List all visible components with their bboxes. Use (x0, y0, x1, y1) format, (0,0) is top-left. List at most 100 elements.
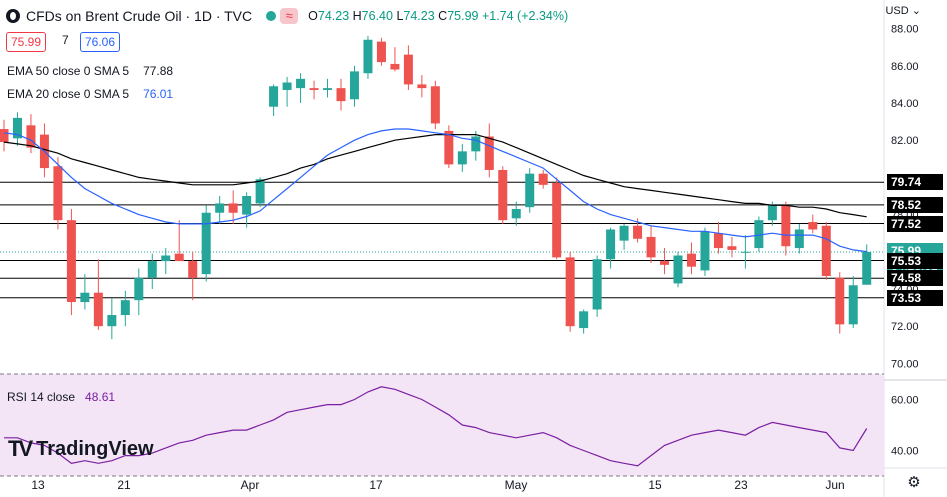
level-price-tag: 75.53 (887, 252, 943, 269)
candle-body (242, 196, 252, 215)
time-tick-label: Jun (825, 478, 844, 492)
candle (417, 75, 427, 98)
candle-body (592, 259, 602, 310)
candle-body (215, 203, 225, 213)
chart-header: CFDs on Brent Crude Oil · 1D · TVC ≈ O74… (6, 6, 568, 26)
candle (430, 80, 440, 130)
candle (390, 47, 400, 72)
candle (673, 251, 683, 288)
candle-body (862, 251, 872, 285)
candle-body (376, 41, 386, 63)
candle (821, 222, 831, 280)
price-tick-label: 72.00 (891, 321, 919, 333)
candle-body (174, 253, 184, 262)
candle-body (848, 285, 858, 325)
candle-body (309, 88, 319, 90)
candle-body (484, 136, 494, 170)
candle-body (93, 292, 103, 327)
candle-body (80, 292, 90, 303)
candle-body (579, 311, 589, 329)
candle-body (646, 236, 656, 258)
ohlc-readout: O74.23 H76.40 L74.23 C75.99 +1.74 (+2.34… (308, 9, 569, 23)
rsi-legend[interactable]: RSI 14 close 48.61 (7, 390, 115, 404)
change-value: +1.74 (+2.34%) (481, 9, 569, 23)
candle (269, 84, 279, 117)
candle (835, 272, 845, 334)
gear-icon[interactable]: ⚙ (907, 474, 921, 491)
rsi-tick-label: 40.00 (891, 446, 919, 458)
candle (592, 255, 602, 317)
candle (646, 225, 656, 263)
candle (336, 78, 346, 111)
candle (323, 78, 333, 98)
candle-body (767, 205, 777, 221)
candle (12, 112, 22, 146)
candle (120, 290, 130, 327)
time-tick-label: Apr (241, 478, 260, 492)
candle (794, 223, 804, 254)
candle-body (120, 300, 130, 316)
candle-body (808, 222, 818, 230)
candle-body (619, 225, 629, 241)
rsi-band (0, 374, 884, 476)
candle-body (633, 225, 643, 239)
ema20-line (3, 128, 867, 253)
brent-symbol-icon (6, 9, 20, 23)
ema50-value: 77.88 (143, 64, 174, 78)
candle (147, 253, 157, 289)
wave-icon[interactable]: ≈ (280, 8, 299, 24)
candle (134, 268, 144, 316)
candle-body (713, 233, 723, 249)
candle-body (740, 251, 750, 253)
candle-body (700, 231, 710, 271)
candle (552, 177, 562, 260)
time-tick-label: 21 (117, 478, 131, 492)
candle (606, 227, 616, 269)
candle-body (781, 205, 791, 247)
time-tick-label: 17 (369, 478, 383, 492)
candle-body (565, 257, 575, 327)
candle (740, 235, 750, 269)
candle-body (525, 173, 535, 208)
candle (363, 36, 373, 79)
price-tick-label: 86.00 (891, 61, 919, 73)
candle (201, 205, 211, 282)
ema20-legend[interactable]: EMA 20 close 0 SMA 5 76.01 (7, 87, 173, 101)
currency-selector[interactable]: USD ⌄ (885, 5, 921, 17)
chart-title: CFDs on Brent Crude Oil · 1D · TVC (26, 8, 253, 24)
candle-body (161, 255, 171, 262)
price-tick-label: 84.00 (891, 98, 919, 110)
candle-body (471, 136, 481, 152)
candle (215, 196, 225, 224)
candle (538, 169, 548, 189)
candle-body (323, 88, 333, 90)
candle (660, 248, 670, 275)
ema50-legend[interactable]: EMA 50 close 0 SMA 5 77.88 (7, 64, 173, 78)
candle (26, 114, 36, 154)
sell-button[interactable]: 75.99 (6, 32, 47, 52)
candle (471, 130, 481, 161)
candle (228, 190, 238, 224)
candle-body (296, 78, 306, 89)
spread-value: 7 (62, 33, 69, 47)
candle-body (511, 209, 521, 219)
candle (255, 177, 265, 208)
candle (457, 143, 467, 172)
candle (242, 192, 252, 228)
candle-body (134, 277, 144, 301)
time-tick-label: May (505, 478, 528, 492)
candle (403, 45, 413, 90)
ema20-label: EMA 20 close 0 SMA 5 (7, 87, 130, 101)
tradingview-logo[interactable]: TV TradingView (8, 436, 154, 462)
time-tick-label: 15 (648, 478, 662, 492)
candle-body (606, 229, 616, 260)
time-tick-label: 23 (734, 478, 748, 492)
buy-button[interactable]: 76.06 (80, 32, 121, 52)
candle (80, 274, 90, 310)
level-price-tag: 79.74 (887, 174, 943, 191)
candle-body (282, 82, 292, 90)
level-price-tag: 74.58 (887, 270, 943, 287)
candle-body (727, 246, 737, 250)
market-status-icon[interactable] (266, 11, 277, 21)
